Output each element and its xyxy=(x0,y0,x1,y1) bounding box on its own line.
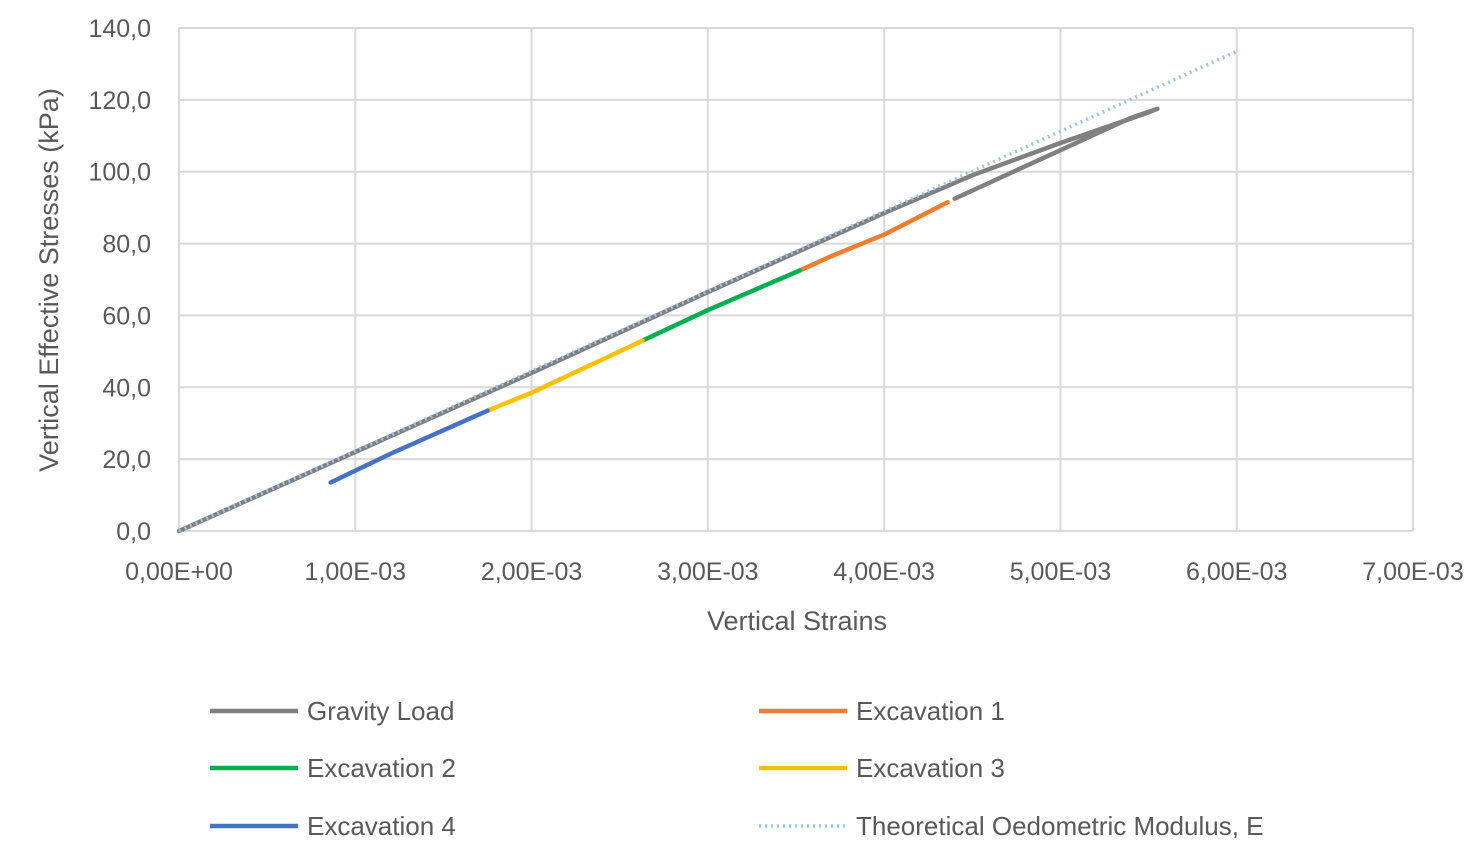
legend-label-excavation-4: Excavation 4 xyxy=(307,811,456,841)
y-tick-label: 60,0 xyxy=(102,302,151,330)
series-line-excavation-1 xyxy=(797,200,950,273)
y-tick-label: 120,0 xyxy=(88,87,151,115)
x-tick-label: 7,00E-03 xyxy=(1362,558,1463,586)
y-tick-label: 0,0 xyxy=(116,518,151,546)
series-line-theoretical-oedometric-modulus-e xyxy=(178,49,1238,533)
y-tick-label: 80,0 xyxy=(102,231,151,259)
legend-label-excavation-2: Excavation 2 xyxy=(307,753,456,783)
grid xyxy=(178,27,1414,532)
x-tick-label: 4,00E-03 xyxy=(833,558,934,586)
legend: Gravity Load Excavation 1 Excavation 2 Exca… xyxy=(210,696,1264,841)
x-tick-label: 0,00E+00 xyxy=(125,558,233,586)
series-line-excavation-4 xyxy=(328,408,490,485)
series-line-excavation-2 xyxy=(640,268,802,343)
tick-labels: 0,00E+00 1,00E-03 2,00E-03 3,00E-03 4,00E-03… xyxy=(88,15,1463,586)
x-tick-label: 1,00E-03 xyxy=(305,558,406,586)
legend-label-gravity-load: Gravity Load xyxy=(307,696,454,726)
legend-label-excavation-3: Excavation 3 xyxy=(856,753,1005,783)
legend-label-theoretical-oedometric-modulus-e: Theoretical Oedometric Modulus, E xyxy=(856,811,1264,841)
x-axis-title: Vertical Strains xyxy=(707,606,887,636)
x-tick-label: 5,00E-03 xyxy=(1010,558,1111,586)
legend-label-excavation-1: Excavation 1 xyxy=(856,696,1005,726)
x-tick-label: 2,00E-03 xyxy=(481,558,582,586)
y-axis-title: Vertical Effective Stresses (kPa) xyxy=(34,88,64,472)
plot-series xyxy=(176,49,1238,534)
y-tick-label: 100,0 xyxy=(88,159,151,187)
series-line-excavation-3 xyxy=(485,338,645,413)
y-tick-label: 20,0 xyxy=(102,446,151,474)
x-tick-label: 3,00E-03 xyxy=(657,558,758,586)
y-tick-label: 140,0 xyxy=(88,15,151,43)
y-tick-label: 40,0 xyxy=(102,374,151,402)
x-tick-label: 6,00E-03 xyxy=(1186,558,1287,586)
